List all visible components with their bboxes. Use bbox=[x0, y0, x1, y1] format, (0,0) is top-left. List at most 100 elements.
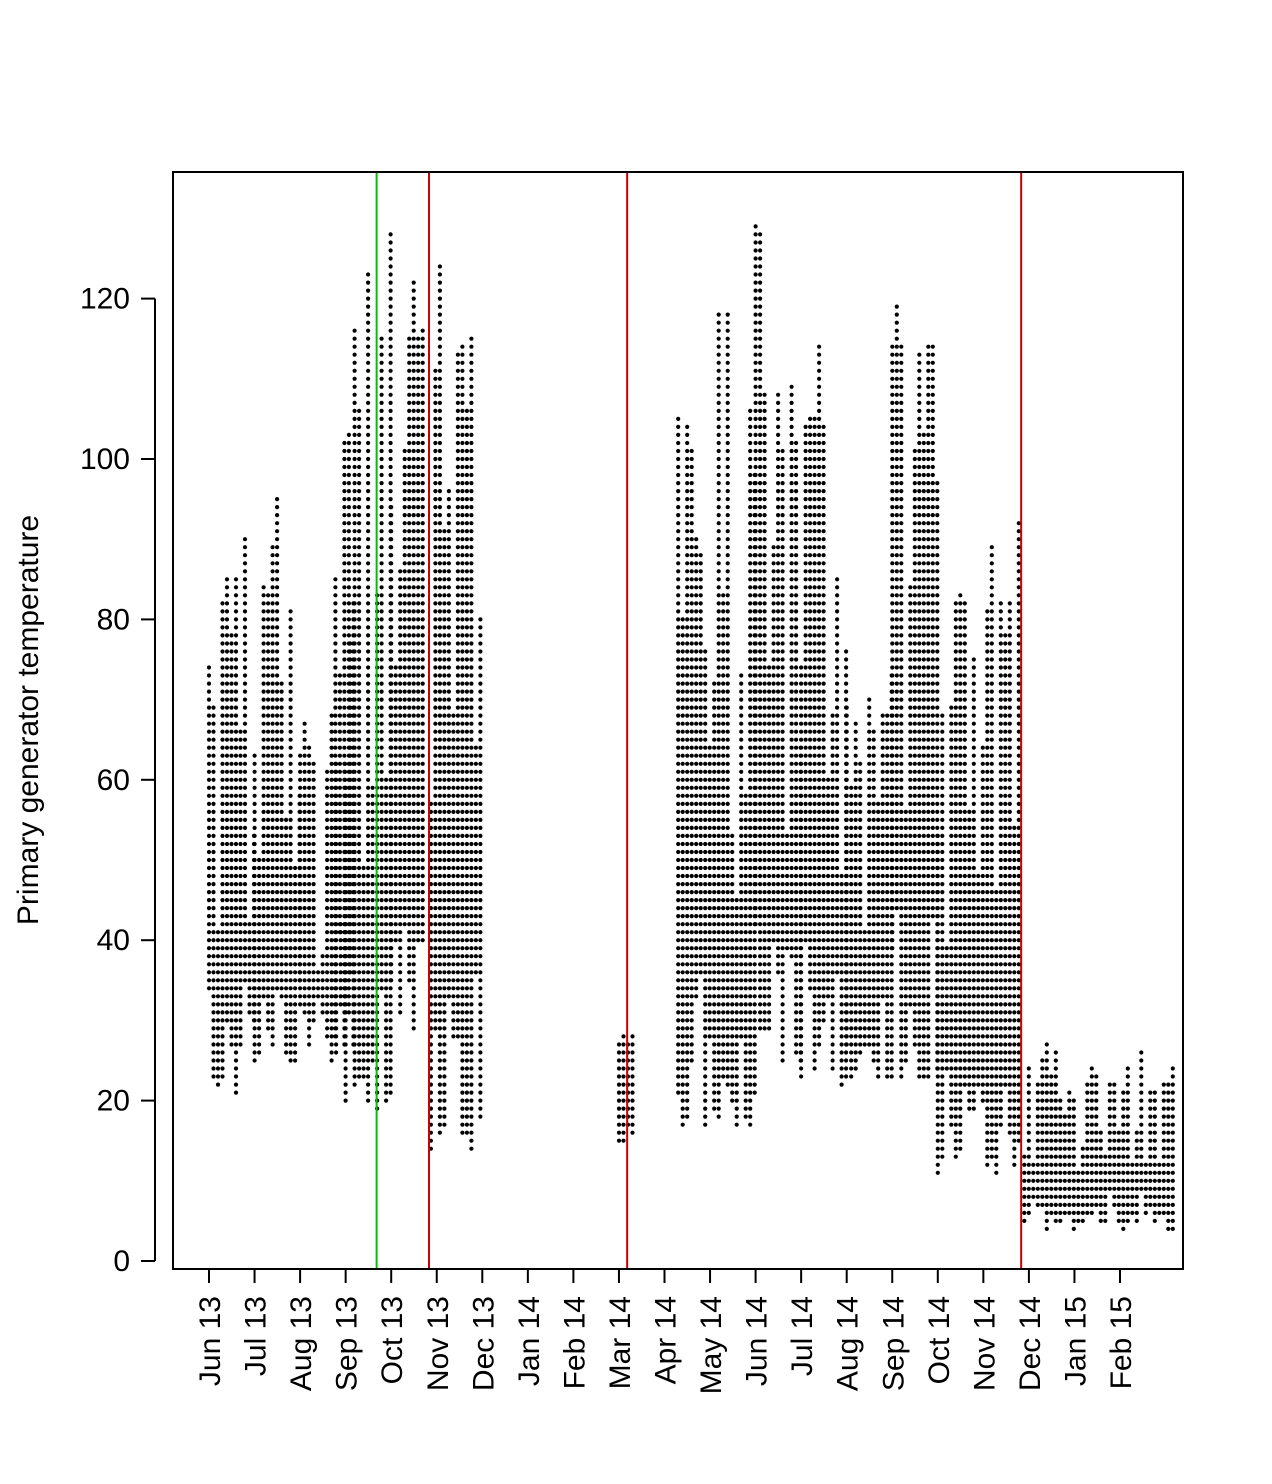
data-point bbox=[748, 817, 753, 823]
data-point bbox=[366, 593, 371, 598]
data-point bbox=[712, 906, 717, 911]
data-point bbox=[464, 1050, 469, 1055]
data-point bbox=[348, 970, 353, 975]
data-point bbox=[329, 954, 334, 959]
data-point bbox=[469, 336, 474, 341]
data-point bbox=[346, 472, 351, 478]
data-point bbox=[753, 521, 758, 526]
data-point bbox=[343, 1002, 348, 1007]
data-point bbox=[261, 825, 266, 831]
data-point bbox=[229, 689, 234, 694]
data-point bbox=[329, 809, 334, 815]
data-point bbox=[279, 753, 284, 758]
data-point bbox=[712, 898, 717, 903]
data-point bbox=[420, 513, 425, 518]
data-point bbox=[416, 785, 421, 790]
data-point bbox=[721, 713, 726, 718]
data-point bbox=[685, 521, 690, 526]
data-point bbox=[379, 873, 384, 879]
data-point bbox=[348, 777, 353, 782]
data-point bbox=[689, 729, 694, 734]
data-point bbox=[689, 529, 694, 534]
data-point bbox=[460, 745, 465, 750]
data-point bbox=[211, 865, 216, 871]
data-point bbox=[685, 1066, 690, 1071]
data-point bbox=[707, 873, 712, 879]
data-point bbox=[442, 1114, 447, 1119]
data-point bbox=[460, 440, 465, 446]
data-point bbox=[333, 1018, 338, 1023]
data-point bbox=[442, 577, 447, 582]
data-point bbox=[469, 729, 474, 734]
data-point bbox=[712, 1042, 717, 1047]
data-point bbox=[437, 1002, 442, 1007]
data-point bbox=[753, 513, 758, 518]
data-point bbox=[698, 769, 703, 774]
data-point bbox=[464, 529, 469, 534]
data-point bbox=[242, 665, 248, 670]
data-point bbox=[753, 729, 758, 734]
data-point bbox=[325, 1018, 330, 1023]
data-point bbox=[446, 529, 451, 534]
data-point bbox=[411, 569, 416, 574]
data-point bbox=[337, 801, 342, 807]
data-point bbox=[266, 809, 271, 815]
data-point bbox=[233, 1026, 239, 1031]
data-point bbox=[224, 689, 230, 694]
data-point bbox=[407, 825, 412, 831]
data-point bbox=[743, 962, 748, 967]
data-point bbox=[346, 1010, 351, 1015]
data-point bbox=[469, 1066, 474, 1071]
data-point bbox=[233, 601, 239, 606]
data-point bbox=[257, 865, 262, 871]
data-point bbox=[442, 777, 447, 782]
data-point bbox=[407, 954, 412, 959]
data-point bbox=[433, 569, 438, 574]
data-point bbox=[721, 753, 726, 758]
data-point bbox=[407, 849, 412, 855]
data-point bbox=[725, 721, 730, 726]
data-point bbox=[748, 681, 753, 686]
data-point bbox=[676, 745, 681, 750]
data-point bbox=[229, 865, 234, 871]
data-point bbox=[446, 761, 451, 766]
data-point bbox=[698, 817, 703, 823]
data-point bbox=[388, 264, 393, 269]
data-point bbox=[752, 962, 757, 967]
data-point bbox=[379, 408, 384, 413]
data-point bbox=[730, 857, 735, 863]
data-point bbox=[676, 769, 681, 774]
data-point bbox=[473, 841, 478, 847]
data-point bbox=[689, 456, 694, 462]
data-point bbox=[320, 954, 325, 959]
data-point bbox=[676, 1058, 681, 1063]
data-point bbox=[753, 288, 758, 293]
data-point bbox=[242, 890, 248, 895]
data-point bbox=[266, 970, 271, 975]
data-point bbox=[288, 809, 293, 815]
data-point bbox=[725, 641, 730, 646]
data-point bbox=[224, 617, 230, 622]
data-point bbox=[307, 962, 312, 967]
data-point bbox=[739, 745, 744, 750]
data-point bbox=[437, 986, 442, 991]
data-point bbox=[233, 633, 239, 638]
data-point bbox=[464, 697, 469, 702]
data-point bbox=[389, 970, 394, 975]
data-point bbox=[366, 352, 371, 357]
data-point bbox=[433, 617, 438, 622]
data-point bbox=[389, 801, 394, 807]
data-point bbox=[211, 705, 216, 710]
data-point bbox=[402, 489, 407, 494]
data-point bbox=[233, 906, 239, 911]
data-point bbox=[694, 729, 699, 734]
data-point bbox=[348, 873, 353, 879]
data-point bbox=[238, 761, 243, 766]
data-point bbox=[407, 753, 412, 758]
data-point bbox=[478, 649, 483, 654]
data-point bbox=[748, 841, 753, 847]
data-point bbox=[370, 849, 375, 855]
data-point bbox=[343, 978, 348, 983]
data-point bbox=[464, 448, 469, 454]
data-point bbox=[716, 914, 721, 919]
